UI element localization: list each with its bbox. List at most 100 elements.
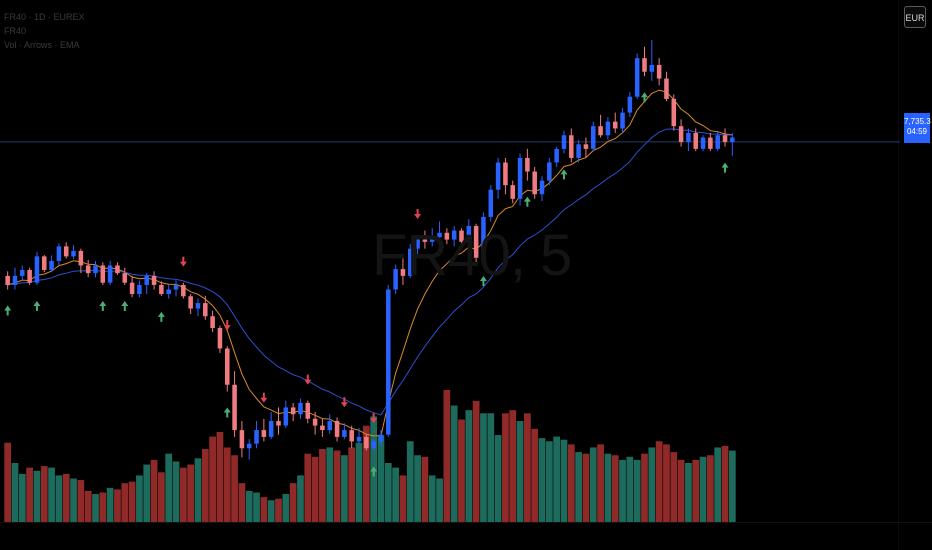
current-price-tag: 7,735.3 04:59	[904, 113, 931, 143]
buy-signal-arrow	[721, 162, 729, 173]
volume-bar	[194, 458, 202, 522]
volume-bar	[428, 475, 436, 522]
volume-bar	[304, 453, 312, 522]
candle-body	[312, 418, 318, 426]
candle-body	[34, 256, 40, 283]
candle-body	[547, 162, 552, 181]
buy-signal-arrow	[99, 300, 107, 311]
volume-bar	[319, 449, 326, 522]
volume-bar	[560, 439, 568, 522]
candle-body	[686, 132, 691, 143]
volume-bar	[545, 441, 553, 522]
candle-body	[525, 157, 530, 172]
ema-slow-line	[7, 128, 733, 416]
candle-body	[510, 185, 516, 199]
candle-body	[56, 246, 62, 261]
volume-bar	[392, 467, 399, 522]
volume-bar	[158, 472, 165, 522]
volume-bar	[655, 441, 663, 522]
candle-body	[554, 148, 559, 163]
ema-fast-line	[7, 89, 733, 437]
volume-bar	[84, 490, 92, 522]
candle-body	[41, 256, 47, 270]
volume-bar	[480, 413, 487, 522]
volume-bar	[524, 413, 531, 522]
volume-bar	[348, 447, 356, 522]
legend-symbol-line[interactable]: FR40 · 1D · EUREX	[4, 12, 85, 22]
volume-bar	[355, 442, 363, 522]
candle-body	[203, 303, 208, 317]
legend-indicators[interactable]: Vol · Arrows · EMA	[4, 40, 80, 50]
volume-bar	[165, 453, 173, 522]
volume-bar	[62, 473, 70, 522]
volume-bar	[728, 450, 736, 522]
volume-bar	[567, 444, 575, 522]
candle-body	[708, 137, 713, 149]
volume-bar	[436, 478, 443, 522]
candle-body	[371, 441, 376, 449]
candle-body	[561, 135, 567, 149]
candle-body	[722, 135, 728, 143]
volume-bar	[633, 459, 641, 522]
volume-bar	[377, 435, 385, 522]
candle-body	[503, 162, 508, 186]
candle-body	[122, 273, 128, 283]
candle-body	[466, 225, 472, 242]
volume-bar	[275, 498, 282, 522]
volume-bar	[604, 453, 612, 522]
candle-body	[115, 265, 120, 274]
candle-body	[656, 64, 662, 79]
buy-signal-arrow	[4, 305, 12, 316]
volume-bar	[33, 470, 41, 522]
sell-signal-arrow	[340, 397, 348, 408]
volume-bar	[231, 455, 238, 522]
candle-body	[569, 135, 574, 158]
candle-body	[400, 269, 406, 276]
candle-body	[378, 434, 384, 442]
candle-body	[100, 265, 106, 283]
volume-bar	[18, 473, 26, 522]
volume-bar	[509, 410, 517, 522]
volume-bar	[4, 442, 12, 522]
candle-body	[693, 132, 699, 149]
volume-bar	[172, 461, 180, 522]
candle-body	[159, 284, 164, 295]
candle-body	[151, 275, 157, 285]
volume-bar	[297, 475, 304, 522]
candle-body	[246, 443, 252, 449]
volume-bar	[531, 428, 539, 522]
candle-body	[181, 284, 186, 297]
candle-body	[459, 230, 464, 242]
sell-signal-arrow	[370, 413, 378, 424]
candle-body	[49, 260, 54, 270]
candle-body	[495, 162, 501, 190]
candle-body	[532, 171, 537, 195]
buy-signal-arrow	[33, 300, 41, 311]
candle-body	[539, 180, 545, 195]
candle-body	[649, 64, 655, 72]
volume-bar	[611, 455, 619, 522]
volume-bar	[663, 444, 670, 522]
candle-body	[5, 275, 10, 285]
candle-body	[71, 250, 76, 257]
volume-bar	[487, 413, 495, 522]
buy-signal-arrow	[157, 311, 165, 322]
candle-body	[407, 248, 413, 276]
volume-bar	[136, 475, 143, 522]
candle-body	[107, 265, 113, 283]
candle-body	[20, 269, 25, 276]
volume-bar	[326, 447, 334, 522]
legend-symbol-short[interactable]: FR40	[4, 26, 27, 36]
candle-body	[678, 126, 684, 143]
volume-bar	[128, 481, 136, 522]
volume-bar	[311, 456, 319, 522]
volume-bar	[253, 492, 260, 522]
volume-bar	[121, 483, 129, 522]
candle-body	[342, 430, 347, 437]
candle-body	[276, 421, 281, 426]
candle-body	[217, 328, 223, 349]
volume-bar	[99, 492, 107, 522]
currency-button[interactable]: EUR	[904, 6, 926, 28]
